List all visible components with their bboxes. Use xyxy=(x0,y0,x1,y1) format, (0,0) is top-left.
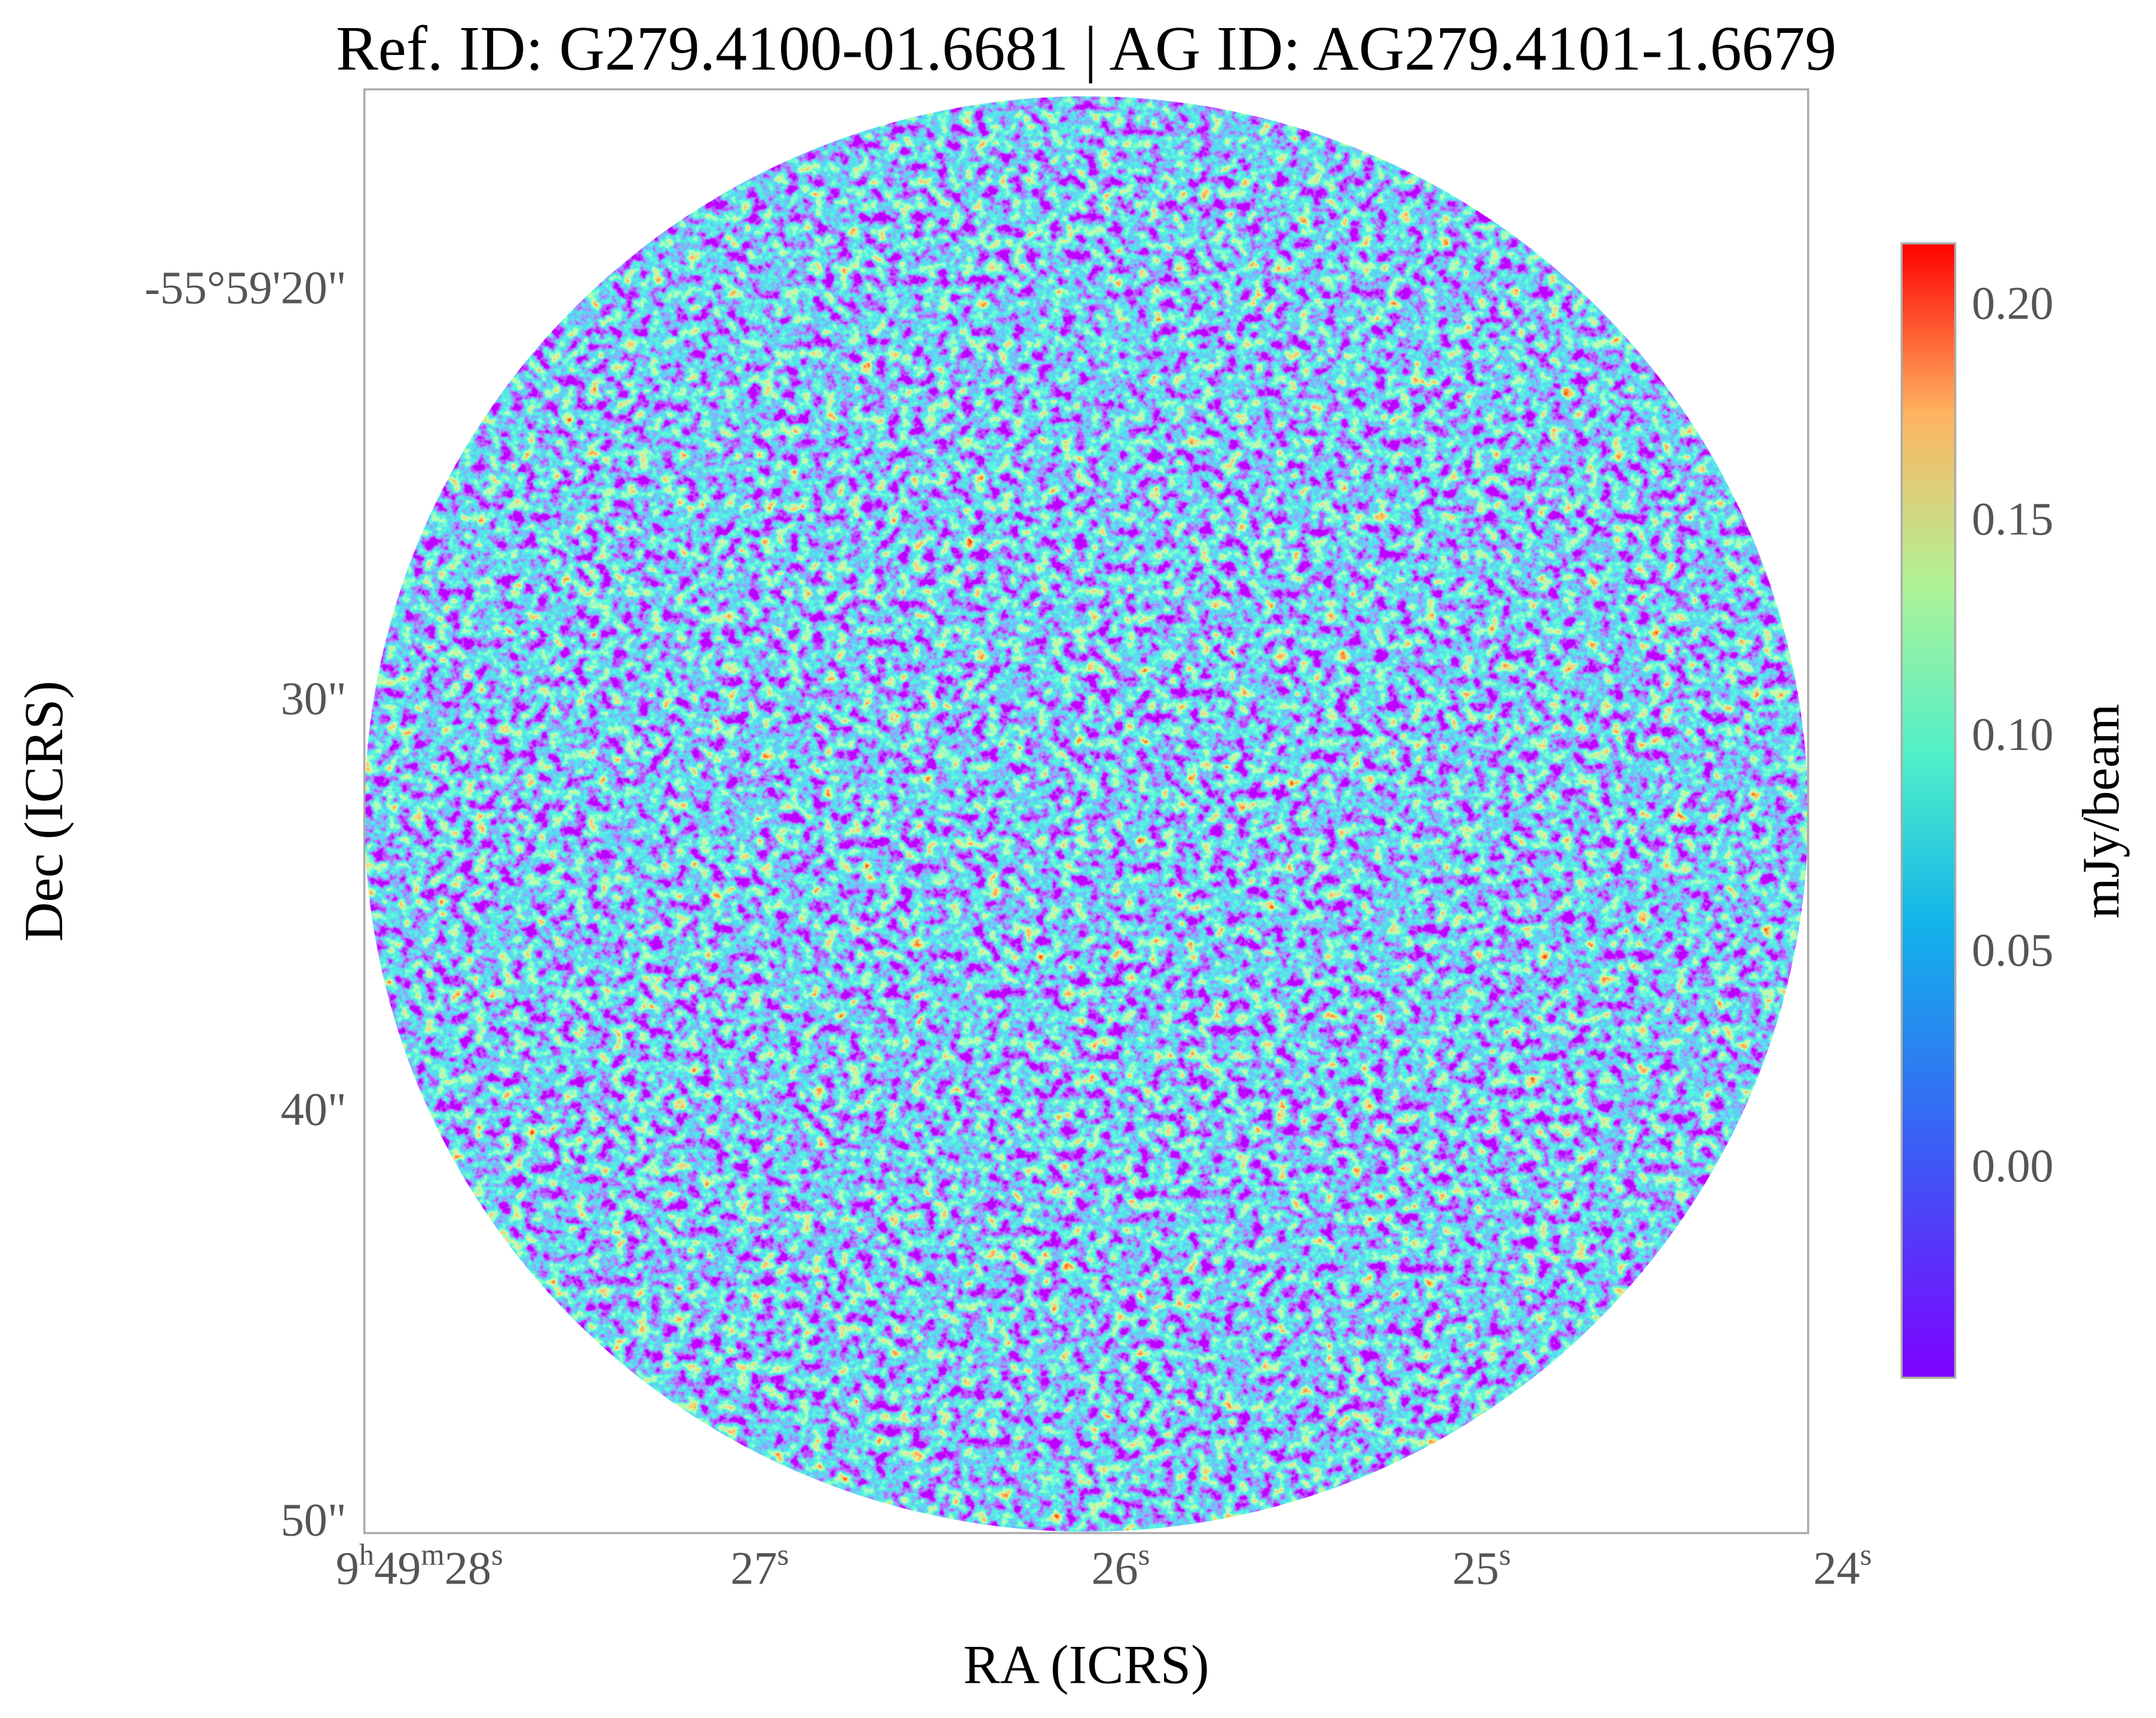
y-axis-label: Dec (ICRS) xyxy=(13,681,74,942)
tick-number: 27 xyxy=(730,1542,777,1594)
x-tick-label: 24s xyxy=(1813,1538,1872,1594)
tick-number: 24 xyxy=(1813,1542,1860,1594)
tick-number: 28 xyxy=(445,1542,491,1594)
image-texture xyxy=(364,96,1808,1532)
y-tick-label: 30" xyxy=(281,672,347,724)
colorbar xyxy=(1900,242,1956,1379)
chart-title: Ref. ID: G279.4100-01.6681 | AG ID: AG27… xyxy=(336,13,1836,83)
tick-unit: m xyxy=(421,1538,444,1571)
tick-unit: s xyxy=(777,1538,789,1571)
colorbar-tick-label: 0.15 xyxy=(1972,492,2054,544)
tick-number: 25 xyxy=(1452,1542,1499,1594)
y-tick-label: -55°59'20" xyxy=(145,262,347,314)
tick-unit: s xyxy=(1860,1538,1872,1571)
tick-unit: s xyxy=(491,1538,503,1571)
x-tick-label: 9h49m28s xyxy=(336,1538,503,1594)
plot-frame xyxy=(363,88,1809,1535)
tick-number: 9 xyxy=(336,1542,359,1594)
colorbar-tick-label: 0.10 xyxy=(1972,708,2054,760)
x-tick-label: 25s xyxy=(1452,1538,1511,1594)
tick-unit: s xyxy=(1138,1538,1150,1571)
tick-unit: s xyxy=(1499,1538,1511,1571)
tick-number: 26 xyxy=(1091,1542,1138,1594)
colorbar-tick-label: 0.05 xyxy=(1972,924,2054,976)
colorbar-tick-label: 0.00 xyxy=(1972,1140,2054,1192)
colorbar-tick-label: 0.20 xyxy=(1972,277,2054,329)
tick-number: 49 xyxy=(374,1542,421,1594)
y-tick-label: 50" xyxy=(281,1494,347,1546)
x-tick-label: 27s xyxy=(730,1538,789,1594)
tick-unit: h xyxy=(359,1538,374,1571)
y-tick-label: 40" xyxy=(281,1083,347,1135)
x-axis-label: RA (ICRS) xyxy=(963,1634,1209,1695)
colorbar-label: mJy/beam xyxy=(2072,704,2130,918)
x-tick-label: 26s xyxy=(1091,1538,1150,1594)
